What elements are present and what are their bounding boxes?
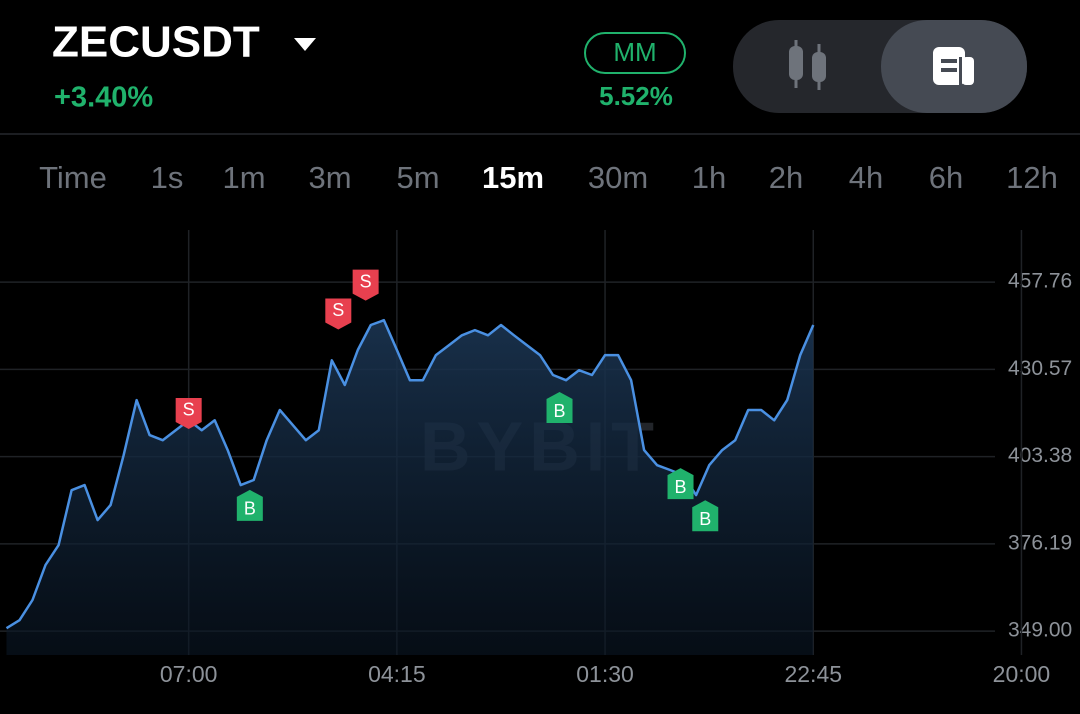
trade-marker-label: B [244, 499, 256, 519]
trade-marker [546, 392, 573, 424]
interval-option[interactable]: 1h [692, 160, 726, 195]
price-change: +3.40% [54, 82, 153, 114]
trade-marker [236, 489, 263, 521]
x-tick-label: 04:15 [368, 661, 426, 687]
y-tick-label: 376.19 [1008, 531, 1072, 554]
y-tick-label: 349.00 [1008, 619, 1072, 642]
interval-option[interactable]: 15m [482, 160, 544, 195]
trade-marker-label: S [183, 400, 195, 420]
line-view-icon [933, 47, 974, 85]
interval-option[interactable]: 12h [1006, 160, 1058, 195]
interval-option[interactable]: 2h [769, 160, 803, 195]
trade-marker-label: B [675, 477, 687, 497]
interval-option[interactable]: 4h [849, 160, 883, 195]
trade-marker [692, 500, 719, 532]
mm-badge[interactable] [584, 32, 686, 74]
interval-bar: Time 1s 1m 3m 5m 15m 30m 1h 2h 4h 6h 12h [39, 160, 1058, 195]
symbol-dropdown[interactable] [294, 38, 316, 51]
interval-option[interactable]: 3m [308, 160, 351, 195]
interval-option[interactable]: Time [39, 160, 107, 195]
y-tick-label: 430.57 [1008, 357, 1072, 380]
x-tick-label: 22:45 [784, 661, 842, 687]
trade-marker-label: B [554, 401, 566, 421]
y-tick-label: 457.76 [1008, 270, 1072, 293]
interval-option[interactable]: 6h [929, 160, 963, 195]
mm-label: MM [613, 37, 656, 67]
trade-marker [325, 298, 352, 330]
x-tick-label: 07:00 [160, 661, 218, 687]
candle-view-button[interactable] [789, 40, 826, 90]
y-tick-label: 403.38 [1008, 444, 1072, 467]
x-tick-label: 20:00 [993, 661, 1051, 687]
trade-marker [175, 397, 202, 429]
x-tick-label: 01:30 [576, 661, 634, 687]
trade-marker-label: B [699, 509, 711, 529]
area [6, 320, 814, 655]
trade-marker-label: S [332, 300, 344, 320]
symbol[interactable]: ZECUSDT [52, 18, 260, 67]
mm-value: 5.52% [599, 81, 673, 111]
interval-option[interactable]: 1s [151, 160, 184, 195]
interval-option[interactable]: 30m [588, 160, 648, 195]
chart: 349.00 376.19 403.38 430.57 457.76 07:00 04:15… [0, 230, 1072, 687]
trade-marker [667, 468, 694, 500]
interval-option[interactable]: 5m [396, 160, 439, 195]
trade-marker-label: S [360, 271, 372, 291]
trade-marker [352, 269, 379, 301]
interval-option[interactable]: 1m [222, 160, 265, 195]
